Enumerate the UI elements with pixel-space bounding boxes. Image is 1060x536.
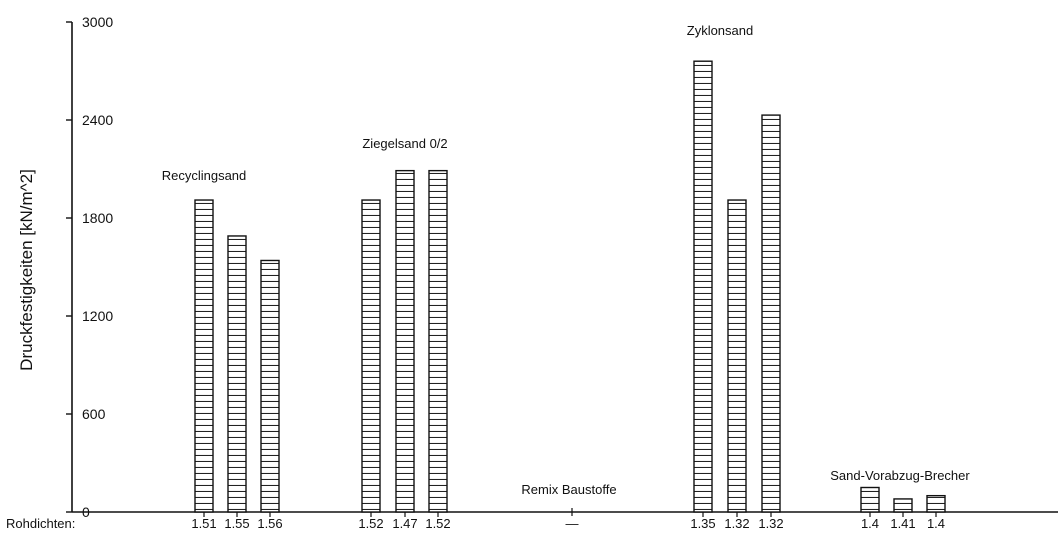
group-label: Remix Baustoffe [521, 482, 616, 497]
y-tick-label: 2400 [82, 112, 113, 128]
density-label: 1.52 [425, 516, 450, 531]
bar [926, 494, 946, 513]
group-label: Recyclingsand [162, 168, 247, 183]
bar [893, 498, 913, 513]
bar [260, 259, 280, 513]
density-label: 1.35 [690, 516, 715, 531]
group-label: Sand-Vorabzug-Brecher [830, 468, 970, 483]
bar [727, 199, 747, 513]
density-label: 1.4 [927, 516, 945, 531]
bar [761, 114, 781, 513]
y-tick-label: 1200 [82, 308, 113, 324]
density-row-label: Rohdichten: [6, 516, 75, 531]
density-label: 1.55 [224, 516, 249, 531]
bars-layer [194, 60, 946, 517]
density-label: 1.56 [257, 516, 282, 531]
bar [395, 169, 415, 513]
density-label: — [566, 516, 579, 531]
density-label: 1.4 [861, 516, 879, 531]
bar [227, 235, 247, 513]
bar [693, 60, 713, 513]
density-labels: 1.51 1.55 1.56 1.52 1.47 1.52 — 1.35 1.32 1.32 1.4… [191, 516, 945, 531]
y-tick-label: 600 [82, 406, 106, 422]
density-label: 1.32 [758, 516, 783, 531]
density-label: 1.52 [358, 516, 383, 531]
density-label: 1.47 [392, 516, 417, 531]
density-label: 1.41 [890, 516, 915, 531]
y-tick-label: 3000 [82, 14, 113, 30]
y-axis-label: Druckfestigkeiten [kN/m^2] [17, 169, 36, 371]
group-label: Zyklonsand [687, 23, 753, 38]
bar [428, 169, 448, 513]
bar [860, 486, 880, 513]
y-axis-ticks: 0 600 1200 1800 2400 3000 [66, 14, 113, 520]
y-tick-label: 1800 [82, 210, 113, 226]
bar [194, 199, 214, 513]
y-tick-label: 0 [82, 504, 90, 520]
group-labels: Recyclingsand Ziegelsand 0/2 Remix Baustof… [162, 23, 971, 497]
group-label: Ziegelsand 0/2 [362, 136, 447, 151]
bar [361, 199, 381, 513]
density-label: 1.32 [724, 516, 749, 531]
density-label: 1.51 [191, 516, 216, 531]
